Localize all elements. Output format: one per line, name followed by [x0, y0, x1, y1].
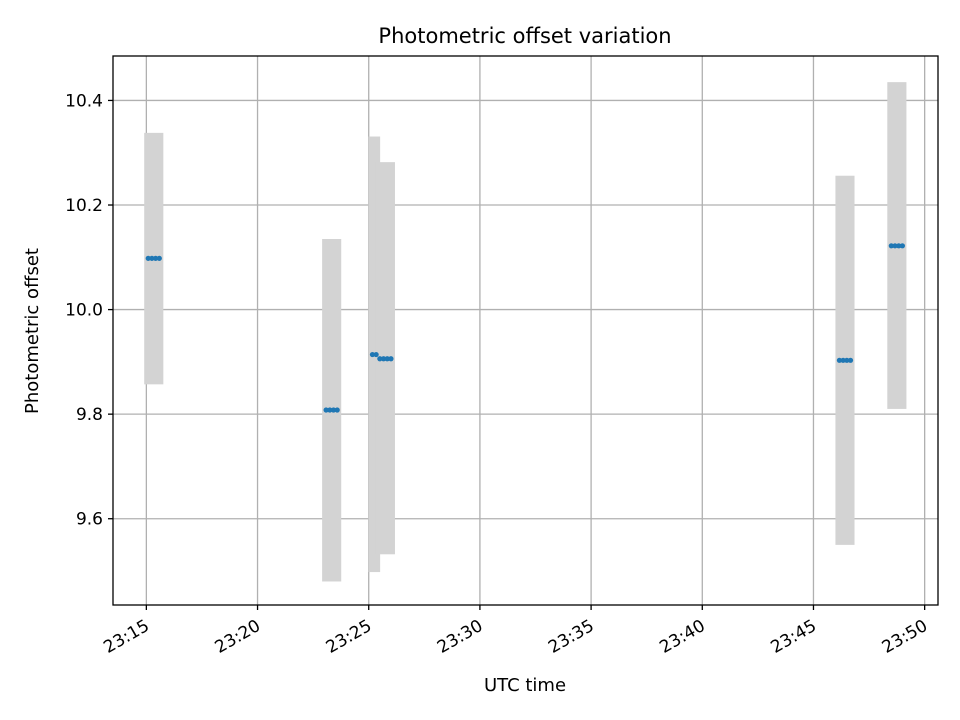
data-point: [844, 357, 850, 363]
data-point: [836, 357, 843, 363]
data-point: [892, 243, 898, 249]
x-tick-label: 23:45: [768, 616, 820, 658]
data-point: [888, 243, 894, 249]
y-tick-label: 9.6: [76, 510, 103, 530]
data-point: [377, 356, 383, 362]
data-point: [153, 255, 159, 261]
x-tick-label: 23:35: [545, 616, 597, 658]
x-tick-label: 23:30: [434, 616, 486, 658]
y-axis-label: Photometric offset: [22, 248, 43, 414]
data-point: [330, 407, 337, 413]
x-tick-label: 23:15: [100, 616, 152, 658]
data-point: [369, 351, 376, 358]
data-point: [840, 357, 846, 363]
plot-frame: [112, 55, 939, 606]
y-tick-label: 10.4: [65, 91, 103, 111]
data-point: [334, 407, 340, 413]
y-tick-label: 9.8: [76, 405, 103, 425]
data-point: [899, 243, 906, 249]
x-tick-label: 23:40: [656, 616, 708, 658]
data-point: [388, 356, 394, 362]
axis-ticks: 23:15 23:20 23:25 23:30 23:35 23:40 23:45 23:50…: [65, 91, 931, 657]
data-point: [380, 356, 387, 362]
data-point: [156, 255, 162, 261]
data-point: [373, 351, 379, 358]
data-point: [323, 407, 329, 413]
data-point: [847, 357, 854, 363]
y-tick-label: 10.2: [65, 196, 103, 216]
data-point: [384, 356, 390, 362]
x-tick-label: 23:25: [323, 616, 375, 658]
grid: [113, 56, 938, 605]
error-bands: [144, 82, 907, 582]
data-point: [896, 243, 902, 249]
chart-title: Photometric offset variation: [378, 24, 671, 48]
x-tick-label: 23:50: [879, 616, 931, 658]
x-tick-label: 23:20: [212, 616, 264, 658]
data-point: [149, 255, 155, 261]
data-point: [327, 407, 333, 413]
x-axis-label: UTC time: [484, 675, 566, 696]
y-tick-label: 10.0: [65, 301, 103, 321]
data-points: [145, 243, 906, 413]
data-point: [145, 255, 151, 261]
